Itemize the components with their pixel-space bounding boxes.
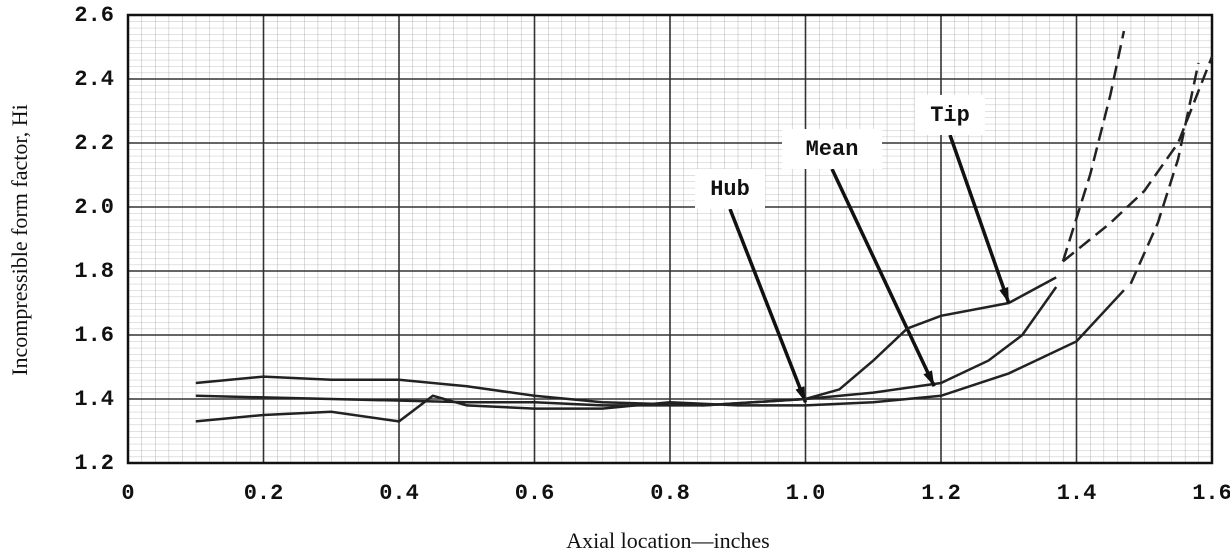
y-tick-label: 2.2 (74, 131, 114, 156)
annotation-box (915, 95, 985, 135)
y-tick-label: 2.6 (74, 3, 114, 28)
annotation-arrow (830, 168, 936, 387)
annotation-label: Mean (806, 137, 859, 162)
annotation-arrow (728, 208, 808, 403)
annotation-box (695, 169, 765, 209)
annotation-box (782, 129, 882, 169)
arrow-head (923, 370, 935, 387)
x-tick-label: 0.4 (379, 481, 419, 506)
y-tick-label: 1.2 (74, 451, 114, 476)
series-extension (1061, 30, 1126, 262)
x-tick-label: 1.2 (921, 481, 961, 506)
x-tick-label: 1.6 (1192, 481, 1230, 506)
y-tick-label: 1.6 (74, 323, 114, 348)
x-axis-title: Axial location—inches (566, 528, 769, 553)
arrow-head (999, 287, 1009, 303)
plot-frame (126, 13, 1214, 465)
x-tick-label: 1.4 (1057, 481, 1097, 506)
x-tick-label: 1.0 (786, 481, 826, 506)
x-tick-label: 0 (121, 481, 134, 506)
x-tick-label: 0.8 (650, 481, 690, 506)
y-tick-label: 1.8 (74, 259, 114, 284)
series-line (195, 276, 1057, 407)
annotation-label: Hub (710, 177, 750, 202)
annotation-arrow (948, 134, 1011, 304)
annotation-label: Tip (930, 103, 970, 128)
series-extension (1129, 62, 1200, 285)
y-axis-title: Incompressible form factor, Hi (7, 104, 32, 376)
y-tick-label: 2.0 (74, 195, 114, 220)
series-extension (1062, 56, 1214, 263)
x-tick-label: 0.6 (515, 481, 555, 506)
x-tick-label: 0.2 (244, 481, 284, 506)
y-tick-label: 2.4 (74, 67, 114, 92)
y-tick-label: 1.4 (74, 387, 114, 412)
